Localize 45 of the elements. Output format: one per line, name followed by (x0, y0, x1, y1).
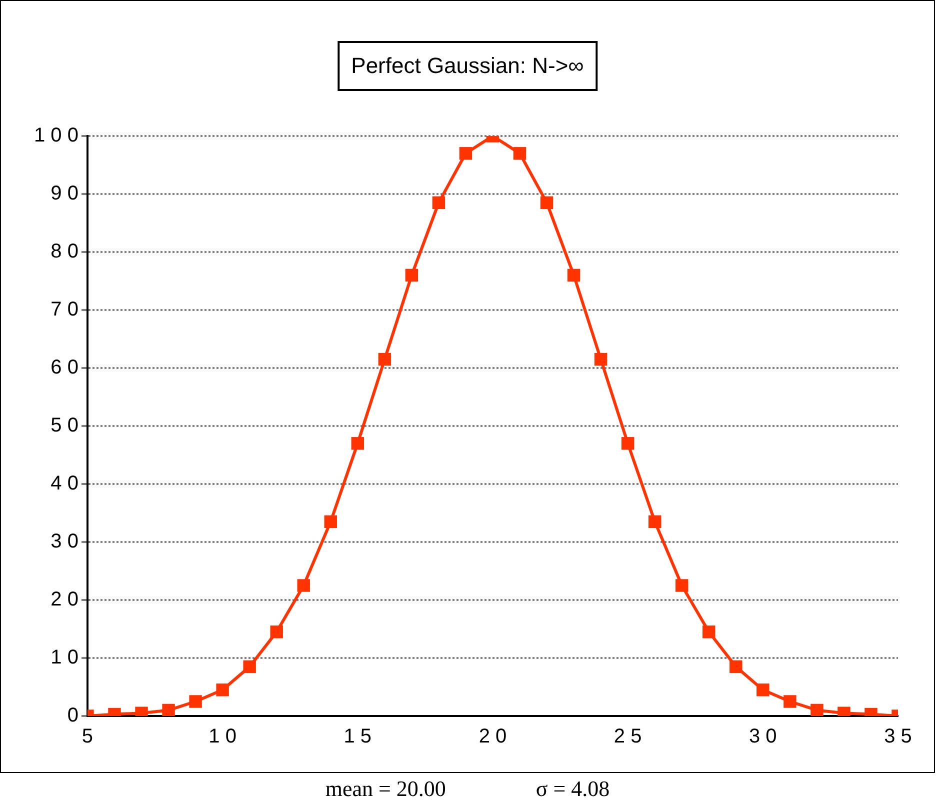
y-tick-label: 8 0 (50, 240, 78, 263)
point (756, 684, 770, 696)
y-tick-label: 6 0 (50, 356, 78, 379)
point (297, 579, 310, 592)
x-tick-label: 3 5 (884, 726, 912, 748)
point (378, 352, 392, 366)
point (324, 515, 337, 528)
point (784, 695, 796, 708)
x-tick-label: 2 0 (478, 726, 507, 748)
y-tick-label: 7 0 (50, 298, 78, 321)
x-tick-label: 1 5 (344, 726, 372, 748)
point (567, 268, 580, 282)
y-tick-label: 1 0 (50, 646, 78, 669)
point (432, 196, 446, 210)
point (621, 437, 634, 450)
y-tick-label: 0 (67, 704, 78, 727)
point (810, 704, 824, 716)
point (162, 704, 175, 716)
point (513, 147, 526, 160)
point (351, 437, 364, 450)
y-tick-label: 4 0 (50, 472, 78, 495)
point (648, 515, 662, 528)
point (594, 352, 608, 366)
point (243, 660, 256, 674)
y-tick-label: 2 0 (50, 588, 78, 611)
y-tick-label: 5 0 (50, 414, 78, 437)
y-tick-label: 9 0 (50, 182, 78, 205)
point (540, 196, 554, 210)
point (676, 579, 688, 592)
point (216, 684, 229, 696)
x-tick-label: 3 0 (749, 726, 777, 748)
y-tick-label: 1 0 0 (34, 124, 78, 147)
y-tick-label: 3 0 (50, 530, 78, 553)
chart-title: Perfect Gaussian: N->∞ (337, 41, 598, 91)
point (189, 695, 202, 708)
text: σ = 4.08 (536, 776, 610, 801)
point (702, 626, 716, 638)
point (405, 268, 418, 282)
point (459, 147, 472, 160)
point (730, 660, 742, 674)
text: mean = 20.00 (325, 776, 446, 801)
x-tick-label: 1 0 (208, 726, 236, 748)
x-tick-label: 5 (82, 726, 94, 748)
x-tick-label: 2 5 (614, 726, 642, 748)
point (270, 626, 283, 638)
